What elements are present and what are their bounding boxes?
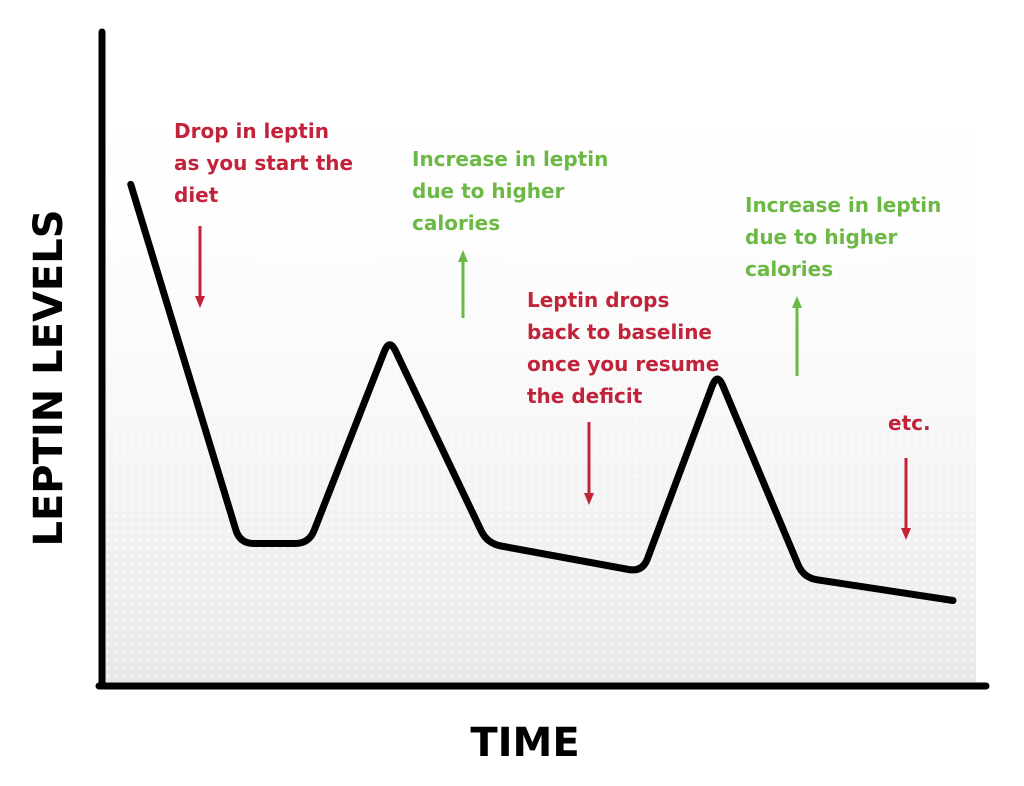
annotation-arrowhead-4-icon: [792, 296, 802, 308]
annotation-3-line-1: Leptin drops: [527, 288, 669, 312]
annotation-3-line-2: back to baseline: [527, 320, 712, 344]
annotation-1: Drop in leptin as you start the diet: [174, 119, 353, 207]
annotations: Drop in leptin as you start the diet Increa…: [174, 119, 941, 435]
annotation-arrowhead-5-icon: [901, 528, 911, 540]
annotation-3-line-4: the deficit: [527, 384, 643, 408]
annotation-5-line-1: etc.: [888, 411, 931, 435]
annotation-4-line-1: Increase in leptin: [745, 193, 941, 217]
annotation-5: etc.: [888, 411, 931, 435]
annotation-3: Leptin drops back to baseline once you res…: [527, 288, 719, 408]
annotation-arrowhead-2-icon: [458, 250, 468, 262]
annotation-3-line-3: once you resume: [527, 352, 719, 376]
leptin-series-line: [127, 180, 957, 604]
annotation-arrowhead-3-icon: [584, 493, 594, 505]
annotation-4-line-2: due to higher: [745, 225, 898, 249]
annotation-2: Increase in leptin due to higher calories: [412, 147, 608, 235]
annotation-1-line-1: Drop in leptin: [174, 119, 329, 143]
annotation-1-line-2: as you start the: [174, 151, 353, 175]
annotation-4: Increase in leptin due to higher calories: [745, 193, 941, 281]
annotation-1-line-3: diet: [174, 183, 219, 207]
annotation-2-line-3: calories: [412, 211, 500, 235]
x-axis-label: TIME: [470, 720, 579, 766]
annotation-arrowhead-1-icon: [195, 296, 205, 308]
annotation-2-line-2: due to higher: [412, 179, 565, 203]
annotation-4-line-3: calories: [745, 257, 833, 281]
annotation-arrows: [195, 226, 911, 540]
y-axis-label: LEPTIN LEVELS: [26, 209, 72, 546]
annotation-2-line-1: Increase in leptin: [412, 147, 608, 171]
